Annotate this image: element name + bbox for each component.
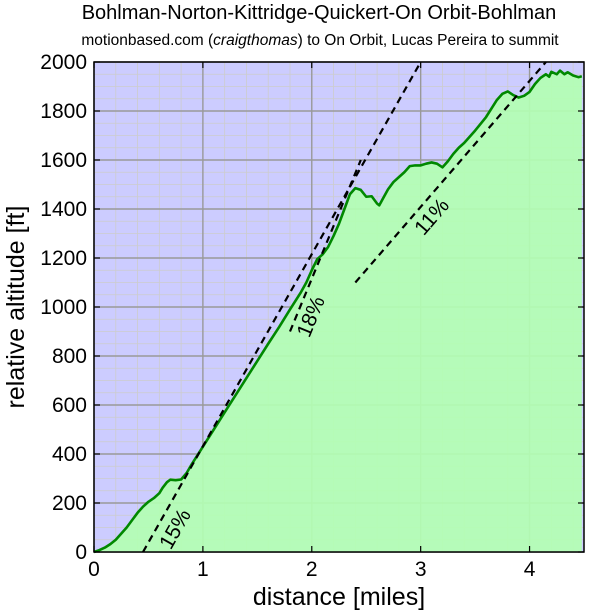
grade-line: [354, 61, 547, 284]
subtitle-user: craigthomas: [213, 32, 298, 49]
y-tick-label: 1600: [40, 149, 87, 172]
y-tick-label: 1400: [40, 198, 87, 221]
elevation-area: [94, 70, 582, 552]
elevation-line: [93, 69, 583, 554]
x-tick-label: 1: [197, 558, 209, 581]
subtitle-prefix: motionbased.com (: [81, 32, 214, 49]
y-tick-label: 200: [52, 492, 87, 515]
y-axis-label: relative altitude [ft]: [2, 206, 30, 409]
y-tick-label: 600: [52, 394, 87, 417]
x-tick-label: 2: [306, 558, 318, 581]
chart-title: Bohlman-Norton-Kittridge-Quickert-On Orb…: [81, 2, 557, 24]
x-tick-label: 3: [415, 558, 427, 581]
y-tick-label: 1200: [40, 247, 87, 270]
y-tick-label: 800: [52, 345, 87, 368]
y-tick-label: 1000: [40, 296, 87, 319]
y-tick-label: 400: [52, 443, 87, 466]
elevation-fill: [94, 70, 582, 552]
chart-subtitle: motionbased.com (craigthomas) to On Orbi…: [0, 32, 600, 50]
subtitle-suffix: ) to On Orbit, Lucas Pereira to summit: [297, 32, 559, 49]
grade-line: [288, 159, 362, 332]
x-axis-label: distance [miles]: [253, 583, 425, 611]
axis-ticks: 0 1 2 3 4 0 200 400 600 800 1000 1200 1400 1600 1800 20…: [40, 51, 584, 581]
x-tick-label: 0: [88, 558, 100, 581]
y-tick-label: 2000: [40, 51, 87, 74]
y-tick-label: 0: [75, 541, 87, 564]
x-tick-label: 4: [524, 558, 536, 581]
y-tick-label: 1800: [40, 100, 87, 123]
grade-line: [142, 61, 422, 553]
elevation-profile-line: [93, 69, 583, 554]
